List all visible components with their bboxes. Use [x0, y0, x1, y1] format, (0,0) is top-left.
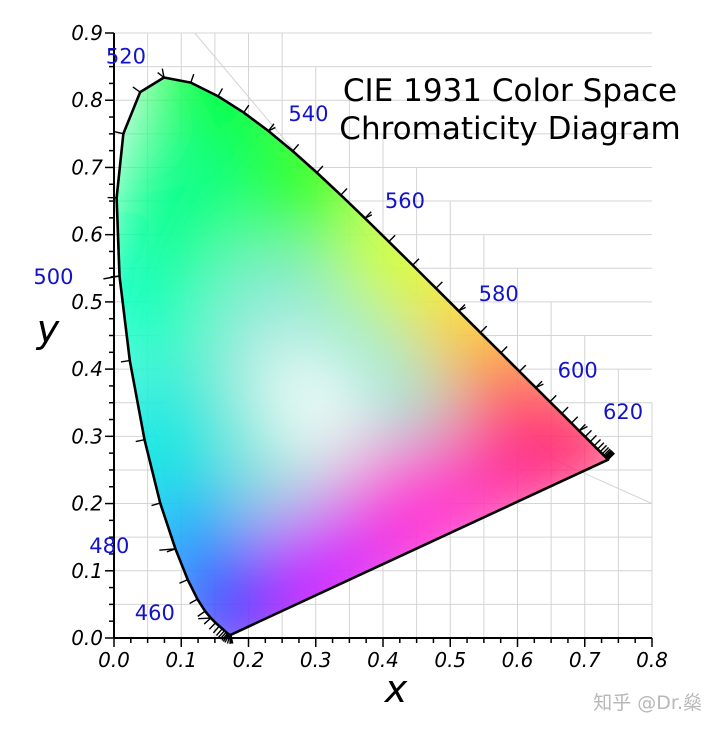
locus-tick [197, 610, 206, 617]
y-tick-label: 0.1 [71, 559, 103, 583]
locus-tick [208, 622, 217, 630]
locus-tick [601, 446, 610, 455]
locus-tick [597, 442, 605, 450]
locus-tick [584, 429, 592, 438]
wavelength-label: 500 [33, 265, 73, 289]
locus-tick [179, 579, 188, 584]
gamut-color-blob [258, 339, 319, 400]
y-tick-labels: 0.0 0.1 0.2 0.3 0.4 0.5 0.6 0.7 0.8 0.9 [71, 21, 103, 650]
x-axis-label: x [384, 667, 408, 711]
locus-tick [114, 131, 124, 135]
x-tick-label: 0.3 [300, 648, 332, 672]
locus-tick [151, 502, 161, 507]
locus-tick [561, 406, 569, 414]
locus-tick [161, 68, 165, 78]
wavelength-label: 540 [288, 102, 328, 126]
x-tick-label: 0.1 [165, 648, 197, 672]
wavelength-label: 480 [89, 534, 129, 558]
locus-tick [599, 444, 608, 453]
x-tick-label: 0.7 [569, 648, 601, 672]
locus-tick [570, 416, 579, 424]
locus-tick [292, 143, 300, 152]
gamut-color-blob [116, 126, 257, 277]
locus-tick [605, 450, 613, 458]
wavelength-tick [159, 548, 176, 551]
wavelength-tick [535, 383, 544, 389]
locus-tick [603, 448, 611, 456]
wavelength-label: 580 [479, 282, 519, 306]
x-tick-label: 0.8 [636, 648, 668, 672]
locus-tick [226, 634, 231, 644]
wavelength-label: 520 [106, 45, 146, 69]
locus-tick [135, 439, 145, 443]
locus-tick [607, 452, 615, 461]
spectral-locus-outline [115, 76, 610, 637]
locus-tick [435, 281, 443, 289]
y-tick-label: 0.0 [71, 626, 103, 650]
x-tick-labels: 0.0 0.1 0.2 0.3 0.4 0.5 0.6 0.7 0.8 [98, 648, 668, 672]
wavelength-label: 600 [558, 359, 598, 383]
axes [105, 32, 653, 647]
locus-tick [604, 449, 612, 457]
wavelength-label: 560 [385, 189, 425, 213]
y-tick-label: 0.3 [71, 424, 103, 448]
locus-tick [518, 364, 527, 372]
y-tick-label: 0.5 [71, 290, 103, 314]
locus-tick [132, 86, 141, 93]
wavelength-tick [364, 214, 373, 219]
wavelength-tick [458, 306, 466, 312]
locus-tick [221, 632, 229, 641]
locus-tick [316, 165, 324, 174]
locus-tick [388, 234, 396, 243]
locus-tick [243, 104, 250, 113]
wavelength-label: 460 [135, 601, 175, 625]
wavelength-tick [103, 275, 120, 280]
wavelength-label: 620 [603, 400, 643, 424]
y-tick-label: 0.8 [71, 88, 103, 112]
chart-title-line-2: Chromaticity Diagram [339, 111, 680, 147]
watermark: 知乎 @Dr.燊 [593, 692, 702, 714]
y-tick-label: 0.9 [71, 21, 103, 45]
locus-tick [212, 625, 220, 634]
locus-tick [190, 73, 195, 83]
locus-tick [120, 359, 130, 363]
y-axis-label: y [36, 307, 60, 351]
x-tick-label: 0.5 [434, 648, 466, 672]
locus-tick [412, 258, 420, 266]
y-tick-label: 0.7 [71, 155, 103, 179]
x-tick-label: 0.0 [98, 648, 130, 672]
wavelength-tick [268, 126, 276, 132]
x-tick-label: 0.2 [233, 648, 265, 672]
y-tick-label: 0.2 [71, 492, 103, 516]
locus-tick [593, 438, 602, 447]
locus-tick [203, 617, 212, 625]
locus-tick [217, 88, 224, 97]
y-tick-label: 0.6 [71, 223, 103, 247]
wavelength-tick [157, 72, 165, 79]
locus-tick [549, 394, 557, 403]
wavelength-tick [198, 617, 211, 620]
y-tick-label: 0.4 [71, 357, 103, 381]
gamut-fill [116, 77, 609, 635]
locus-tick [479, 325, 488, 334]
locus-tick [189, 598, 198, 605]
x-tick-label: 0.4 [367, 648, 399, 672]
locus-tick [215, 628, 223, 636]
chart-title-line-1: CIE 1931 Color Space [343, 73, 677, 109]
locus-tick [500, 345, 508, 354]
locus-tick [218, 630, 226, 638]
wavelength-tick [578, 425, 588, 432]
x-tick-label: 0.6 [502, 648, 534, 672]
locus-tick [340, 188, 348, 196]
locus-tick [589, 434, 597, 443]
spectral-locus [107, 68, 615, 644]
